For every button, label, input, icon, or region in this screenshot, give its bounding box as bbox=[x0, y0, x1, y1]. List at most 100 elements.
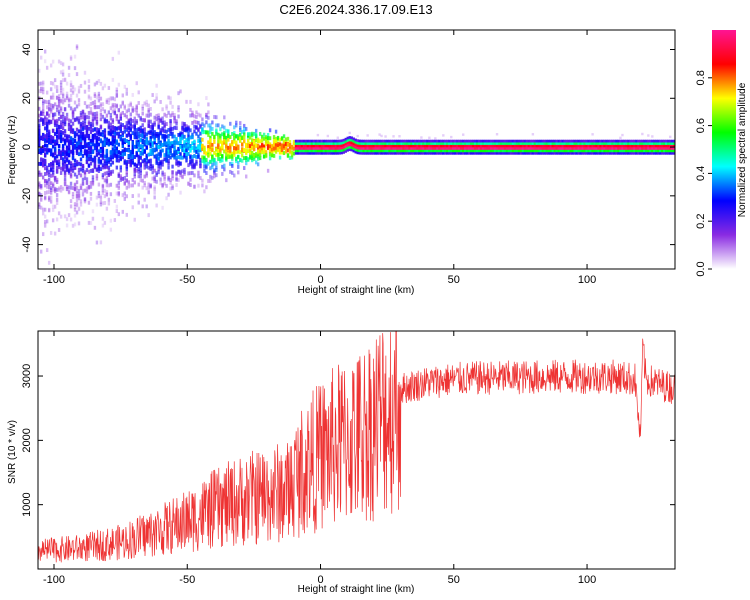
heatmap-cell bbox=[260, 138, 264, 143]
heatmap-cell bbox=[561, 149, 564, 153]
heatmap-cell bbox=[324, 151, 328, 155]
heatmap-cell bbox=[280, 150, 284, 155]
heatmap-cell bbox=[183, 150, 186, 155]
heatmap-cell bbox=[169, 149, 172, 153]
heatmap-cell bbox=[589, 149, 592, 153]
heatmap-cell bbox=[187, 134, 190, 139]
colorbar-tick-label: 0.0 bbox=[695, 261, 707, 276]
heatmap-cell bbox=[75, 151, 79, 156]
heatmap-cell bbox=[47, 148, 51, 153]
heatmap-cell bbox=[553, 144, 556, 148]
heatmap-cell bbox=[633, 147, 636, 150]
heatmap-cell bbox=[95, 138, 99, 143]
heatmap-cell bbox=[201, 137, 204, 142]
heatmap-cell bbox=[39, 135, 43, 140]
heatmap-cell bbox=[137, 139, 140, 144]
heatmap-cell bbox=[601, 142, 604, 145]
heatmap-cell bbox=[57, 111, 61, 116]
heatmap-cell bbox=[231, 161, 234, 166]
heatmap-cell bbox=[55, 165, 59, 170]
heatmap-cell bbox=[75, 198, 79, 203]
heatmap-cell bbox=[97, 194, 101, 199]
heatmap-cell bbox=[308, 149, 312, 153]
heatmap-cell bbox=[477, 139, 481, 143]
heatmap-cell bbox=[392, 151, 395, 155]
heatmap-cell bbox=[272, 135, 276, 139]
heatmap-cell bbox=[137, 101, 140, 105]
heatmap-cell bbox=[53, 175, 57, 180]
heatmap-cell bbox=[183, 140, 186, 145]
heatmap-cell bbox=[59, 134, 63, 139]
heatmap-cell bbox=[376, 147, 379, 150]
heatmap-cell bbox=[392, 147, 395, 150]
heatmap-cell bbox=[372, 144, 375, 148]
heatmap-cell bbox=[215, 173, 218, 178]
heatmap-cell bbox=[625, 147, 628, 150]
heatmap-cell bbox=[517, 151, 521, 155]
heatmap-cell bbox=[177, 149, 180, 154]
heatmap-cell bbox=[77, 192, 81, 197]
heatmap-cell bbox=[247, 131, 250, 136]
heatmap-cell bbox=[183, 143, 186, 148]
heatmap-cell bbox=[149, 106, 152, 111]
heatmap-cell bbox=[61, 126, 65, 131]
heatmap-cell bbox=[450, 139, 453, 143]
heatmap-cell bbox=[334, 139, 337, 143]
heatmap-cell bbox=[55, 85, 59, 90]
heatmap-cell bbox=[183, 134, 186, 139]
heatmap-cell bbox=[563, 144, 566, 148]
heatmap-cell bbox=[615, 144, 618, 148]
heatmap-cell bbox=[113, 103, 117, 107]
heatmap-cell bbox=[137, 131, 140, 136]
heatmap-cell bbox=[83, 122, 87, 127]
heatmap-cell bbox=[645, 149, 648, 153]
heatmap-cell bbox=[227, 134, 230, 139]
heatmap-cell bbox=[139, 174, 142, 179]
heatmap-cell bbox=[85, 126, 89, 130]
heatmap-cell bbox=[47, 190, 51, 194]
heatmap-cell bbox=[215, 168, 218, 172]
heatmap-cell bbox=[67, 169, 71, 173]
heatmap-cell bbox=[511, 147, 515, 150]
heatmap-cell bbox=[294, 139, 298, 143]
heatmap-cell bbox=[69, 119, 73, 124]
heatmap-cell bbox=[446, 139, 449, 143]
heatmap-cell bbox=[127, 143, 130, 147]
heatmap-cell bbox=[264, 135, 268, 140]
heatmap-cell bbox=[669, 151, 672, 155]
heatmap-cell bbox=[424, 149, 427, 153]
heatmap-cell bbox=[603, 144, 606, 148]
heatmap-cell bbox=[213, 174, 216, 179]
heatmap-cell bbox=[123, 195, 126, 200]
heatmap-cell bbox=[47, 102, 51, 107]
heatmap-cell bbox=[237, 155, 240, 160]
heatmap-cell bbox=[207, 179, 210, 183]
heatmap-cell bbox=[137, 182, 140, 187]
heatmap-cell bbox=[382, 139, 385, 143]
heatmap-cell bbox=[254, 152, 258, 157]
heatmap-cell bbox=[394, 149, 397, 153]
heatmap-cell bbox=[454, 139, 457, 143]
heatmap-cell bbox=[555, 151, 558, 155]
heatmap-cell bbox=[161, 116, 164, 121]
heatmap-cell bbox=[462, 147, 465, 150]
heatmap-cell bbox=[151, 151, 154, 156]
heatmap-cell bbox=[73, 131, 77, 136]
heatmap-cell bbox=[95, 117, 99, 122]
heatmap-cell bbox=[117, 142, 121, 147]
heatmap-cell bbox=[177, 108, 180, 113]
heatmap-cell bbox=[499, 142, 503, 145]
heatmap-cell bbox=[63, 170, 67, 175]
heatmap-cell bbox=[119, 126, 123, 131]
heatmap-cell bbox=[462, 133, 465, 136]
heatmap-cell bbox=[641, 144, 644, 148]
heatmap-cell bbox=[131, 150, 134, 155]
heatmap-cell bbox=[535, 149, 539, 153]
heatmap-cell bbox=[667, 151, 670, 155]
heatmap-cell bbox=[38, 123, 41, 128]
heatmap-cell bbox=[410, 144, 413, 148]
heatmap-cell bbox=[593, 149, 596, 153]
heatmap-cell bbox=[408, 142, 411, 145]
heatmap-cell bbox=[95, 80, 99, 85]
heatmap-cell bbox=[38, 192, 41, 197]
